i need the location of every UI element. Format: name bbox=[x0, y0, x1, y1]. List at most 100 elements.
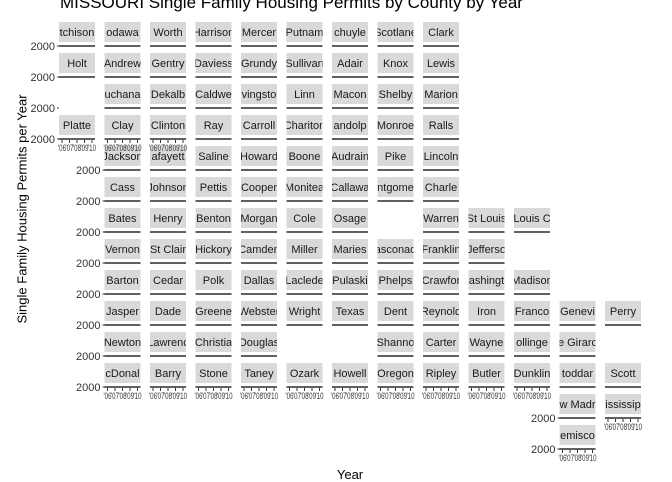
facet-panel: w Madr bbox=[559, 394, 596, 419]
facet-panel: Gentry bbox=[150, 53, 186, 78]
x-tick-label: '08 bbox=[437, 391, 445, 401]
facet-strip bbox=[195, 146, 232, 166]
facet-strip-label: Laclede bbox=[285, 275, 324, 287]
facet-panel: Scotlane bbox=[374, 22, 417, 47]
facet-panel: Holt bbox=[59, 53, 95, 78]
facet-panel: Monroe bbox=[377, 115, 414, 140]
facet-strip-label: Gentry bbox=[151, 58, 185, 70]
facet-strip bbox=[423, 177, 459, 197]
facet-panel: Greene bbox=[195, 301, 232, 326]
facet-panel: Louis C bbox=[513, 208, 550, 233]
facet-strip-label: Ozark bbox=[290, 368, 320, 380]
facet-strip-label: Vernon bbox=[105, 244, 140, 256]
y-tick-label: 2000 bbox=[31, 134, 55, 146]
facet-panel: Ripley bbox=[423, 363, 459, 388]
facet-panel: Warren bbox=[423, 208, 459, 233]
facet-panel: Maries bbox=[332, 239, 368, 264]
facet-strip bbox=[286, 208, 323, 228]
facet-panel: Lewis bbox=[423, 53, 459, 78]
facet-strip-label: ntgome bbox=[377, 182, 414, 194]
x-tick-label: '08 bbox=[210, 391, 218, 401]
y-tick-label: 2000 bbox=[31, 103, 55, 115]
x-tick-label: '06 bbox=[195, 391, 203, 401]
facet-strip bbox=[150, 53, 186, 73]
facet-strip bbox=[150, 301, 186, 321]
facet-strip bbox=[377, 363, 414, 383]
facet-strip bbox=[468, 270, 505, 290]
facet-strip-label: Scott bbox=[610, 368, 635, 380]
facet-strip-label: Pike bbox=[385, 151, 406, 163]
x-tick-label: '07 bbox=[293, 391, 301, 401]
x-tick-label: '07 bbox=[111, 143, 119, 153]
facet-panel: Perry bbox=[605, 301, 641, 326]
facet-panel: toddar bbox=[559, 363, 596, 388]
x-tick-label: '09 bbox=[217, 391, 225, 401]
facet-strip-label: Bates bbox=[108, 213, 137, 225]
facet-strip bbox=[559, 425, 596, 445]
facet-strip bbox=[559, 332, 596, 352]
facet-strip bbox=[59, 53, 95, 73]
facet-panel: Phelps bbox=[377, 270, 414, 295]
facet-strip-label: Miller bbox=[291, 244, 318, 256]
facet-strip-label: Scotlane bbox=[374, 27, 417, 39]
x-tick-label: '08 bbox=[119, 391, 127, 401]
facet-strip-label: Howell bbox=[333, 368, 366, 380]
facet-panel: Saline bbox=[195, 146, 232, 171]
facet-strip bbox=[286, 363, 323, 383]
x-tick-label: '09 bbox=[445, 391, 453, 401]
facet-panel: Wright bbox=[286, 301, 323, 326]
facet-strip bbox=[377, 301, 414, 321]
facet-panel: Linn bbox=[286, 84, 323, 109]
facet-strip-label: Newton bbox=[104, 337, 141, 349]
facet-strip bbox=[104, 270, 141, 290]
facet-strip bbox=[514, 363, 550, 383]
y-tick-label: 2000 bbox=[76, 227, 100, 239]
x-tick-label: '06 bbox=[104, 143, 112, 153]
facet-strip bbox=[605, 394, 641, 414]
facet-panel: Boone bbox=[286, 146, 323, 171]
facet-strip-label: vingsto bbox=[242, 89, 277, 101]
x-tick-label: '09 bbox=[627, 422, 635, 432]
facet-panel: St Louis bbox=[468, 208, 505, 233]
x-tick-label: '09 bbox=[126, 391, 134, 401]
facet-strip-label: Louis C bbox=[513, 213, 550, 225]
x-tick-label: '06 bbox=[240, 391, 248, 401]
facet-strip bbox=[104, 146, 141, 166]
facet-strip-label: Barton bbox=[106, 275, 138, 287]
facet-panel: Vernon bbox=[104, 239, 141, 264]
facet-strip-label: Monitea bbox=[285, 182, 325, 194]
facet-strip bbox=[59, 115, 95, 135]
facet-strip-label: e Girarc bbox=[558, 337, 598, 349]
facet-strip bbox=[468, 208, 505, 228]
x-tick-label: '10 bbox=[134, 391, 142, 401]
facet-strip-label: Boone bbox=[289, 151, 321, 163]
facet-strip-label: Webster bbox=[239, 306, 280, 318]
facet-panel: Newton bbox=[104, 332, 141, 357]
facet-strip-label: Howard bbox=[240, 151, 278, 163]
facet-panel: Shanno bbox=[377, 332, 414, 357]
facet-panel: Marion bbox=[423, 84, 459, 109]
facet-strip bbox=[150, 208, 186, 228]
facet-panel: Grundy bbox=[241, 53, 277, 78]
facet-strip-label: ississip bbox=[605, 399, 640, 411]
facet-strip bbox=[104, 332, 141, 352]
facet-strip-label: Macon bbox=[333, 89, 366, 101]
facet-strip-label: Marion bbox=[424, 89, 458, 101]
facet-strip-label: Lawrenc bbox=[147, 337, 189, 349]
y-tick-label: 2000 bbox=[531, 413, 555, 425]
x-tick-label: '07 bbox=[111, 391, 119, 401]
facet-strip bbox=[286, 115, 323, 135]
facet-strip bbox=[195, 115, 232, 135]
facet-strip bbox=[423, 239, 459, 259]
facet-panel: Franco bbox=[514, 301, 550, 326]
x-tick-label: '07 bbox=[339, 391, 347, 401]
facet-strip bbox=[241, 270, 277, 290]
facet-strip-label: Sullivan bbox=[285, 58, 324, 70]
facet-panel: Lawrenc bbox=[147, 332, 189, 357]
facet-panel: Callawa bbox=[332, 177, 368, 202]
facet-strip bbox=[377, 22, 414, 42]
facet-panel: uchana bbox=[104, 84, 141, 109]
x-tick-label: '09 bbox=[581, 453, 589, 463]
facet-strip-label: Maries bbox=[333, 244, 367, 256]
